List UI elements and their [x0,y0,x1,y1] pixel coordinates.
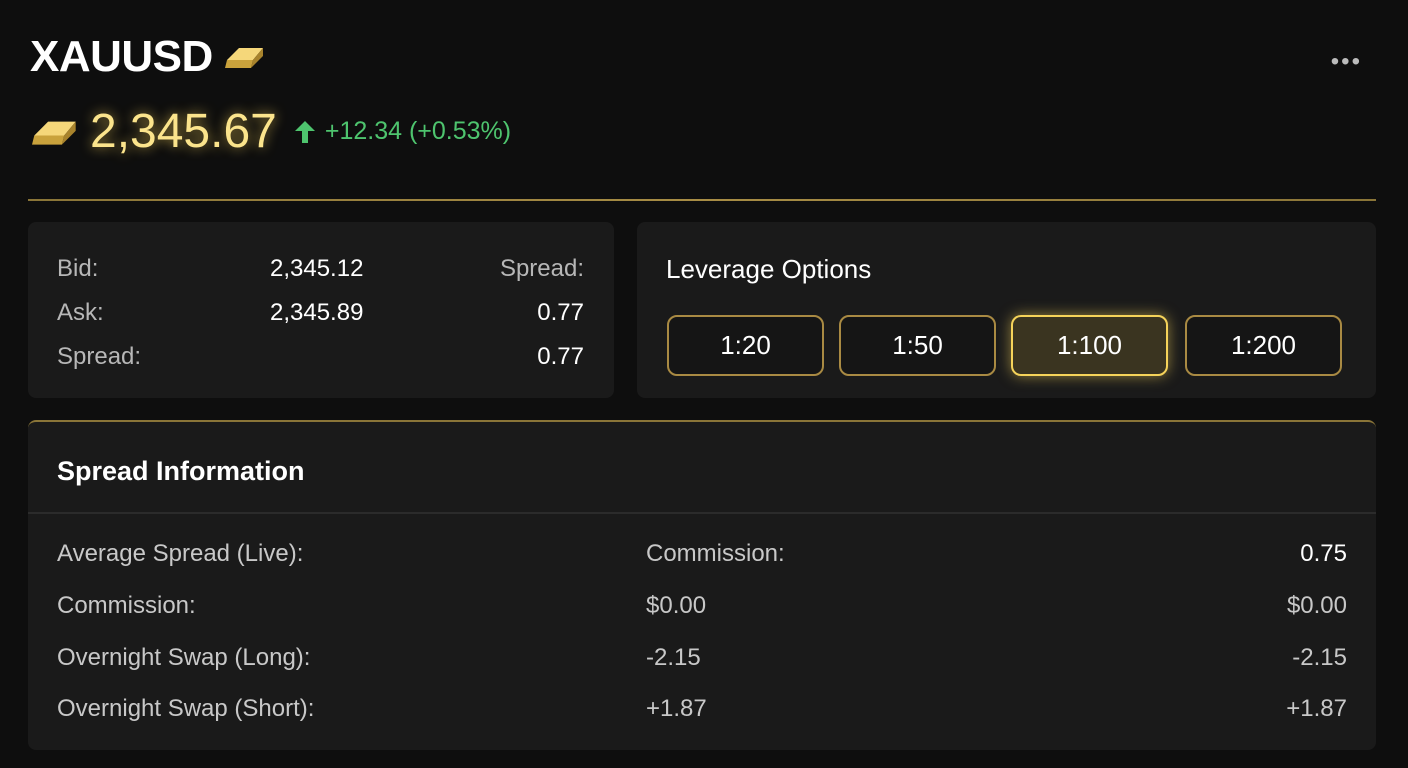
row-col2: +1.87 [646,695,707,722]
symbol-name: XAUUSD [30,32,213,81]
table-row: Overnight Swap (Short): +1.87 +1.87 [57,695,1347,725]
header-divider [28,199,1376,201]
row-label: Average Spread (Live): [57,540,304,567]
ask-label: Ask: [57,299,104,326]
row-col2: $0.00 [646,592,707,619]
leverage-title: Leverage Options [666,254,872,284]
spread-info-title: Spread Information [57,456,305,486]
table-row: Average Spread (Live): Commission: 0.75 [57,540,1347,570]
bid-value: 2,345.12 [270,255,364,282]
leverage-option-1-200[interactable]: 1:200 [1185,315,1342,376]
arrow-up-icon [294,120,315,143]
gold-bar-icon [224,48,263,68]
spread-info-card: Spread Information Average Spread (Live)… [28,420,1376,750]
row-label: Overnight Swap (Short): [57,695,315,722]
quote-card: Bid: 2,345.12 Spread: Ask: 2,345.89 0.77… [28,222,614,398]
ask-value: 2,345.89 [270,299,364,326]
table-row: Overnight Swap (Long): -2.15 -2.15 [57,644,1347,674]
spread-value: 0.77 [537,343,584,370]
spread-header-value: 0.77 [537,299,584,326]
leverage-card: Leverage Options 1:20 1:50 1:100 1:200 [637,222,1376,398]
row-label: Overnight Swap (Long): [57,644,311,671]
row-col3: $0.00 [1286,592,1347,619]
leverage-option-1-100[interactable]: 1:100 [1011,315,1168,376]
row-label: Commission: [57,592,196,619]
bid-label: Bid: [57,255,99,282]
row-col3: +1.87 [1286,695,1347,722]
leverage-option-1-20[interactable]: 1:20 [667,315,824,376]
spread-label: Spread: [57,343,142,370]
row-col3: -2.15 [1292,644,1347,671]
gold-bar-icon [32,121,76,145]
row-col2: -2.15 [646,644,701,671]
price-change-text: +12.34 (+0.53%) [324,117,512,145]
current-price: 2,345.67 [90,105,277,158]
spread-info-divider [28,512,1376,514]
price-row: 2,345.67 +12.34 (+0.53%) [32,104,511,159]
leverage-option-1-50[interactable]: 1:50 [839,315,996,376]
table-row: Commission: $0.00 $0.00 [57,592,1347,622]
price-change: +12.34 (+0.53%) [294,117,512,146]
row-col2: Commission: [646,540,785,567]
row-col3: 0.75 [1300,540,1347,567]
symbol-title: XAUUSD [30,32,265,82]
ellipsis-icon[interactable]: ••• [1330,48,1362,75]
spread-header-label: Spread: [499,255,584,282]
